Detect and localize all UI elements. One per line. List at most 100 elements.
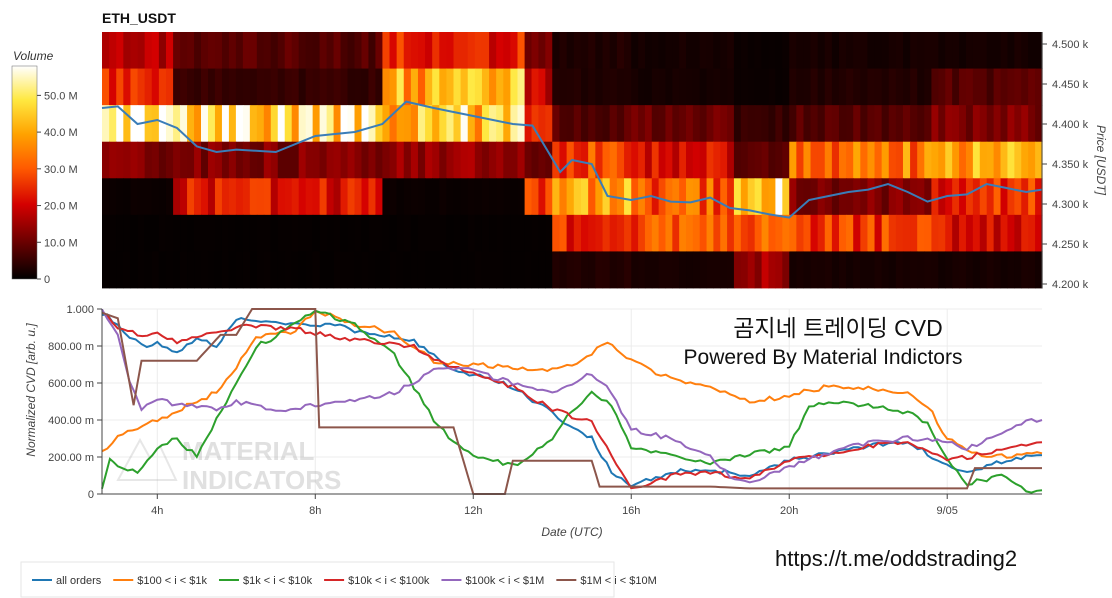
heatmap-cell bbox=[552, 214, 561, 252]
heatmap-cell bbox=[410, 178, 419, 216]
heatmap-cell bbox=[510, 32, 519, 69]
heatmap-cell bbox=[895, 68, 904, 106]
heatmap-cell bbox=[699, 68, 708, 106]
heatmap-cell bbox=[952, 105, 960, 143]
heatmap-cell bbox=[194, 105, 202, 143]
heatmap-cell bbox=[277, 214, 286, 252]
heatmap-cell bbox=[658, 105, 667, 143]
heatmap-cell bbox=[895, 251, 904, 289]
heatmap-cell bbox=[165, 105, 174, 143]
heatmap-cell bbox=[432, 32, 440, 69]
heatmap-cell bbox=[609, 32, 618, 69]
heatmap-cell bbox=[517, 141, 526, 179]
heatmap-cell bbox=[207, 68, 216, 106]
heatmap-cell bbox=[747, 68, 756, 106]
heatmap-cell bbox=[389, 105, 398, 143]
heatmap-cell bbox=[298, 68, 307, 106]
heatmap-cell bbox=[319, 105, 328, 143]
heatmap-cell bbox=[874, 251, 883, 289]
heatmap-cell bbox=[109, 32, 117, 69]
heatmap-cell bbox=[291, 68, 300, 106]
heatmap-cell bbox=[727, 68, 735, 106]
heatmap-cell bbox=[340, 141, 349, 179]
heatmap-cell bbox=[573, 105, 582, 143]
heatmap-cell bbox=[467, 32, 476, 69]
heatmap-cell bbox=[658, 178, 667, 216]
heatmap-cell bbox=[638, 141, 646, 179]
heatmap-cell bbox=[638, 251, 646, 289]
heatmap-cell bbox=[453, 214, 462, 252]
heatmap-cell bbox=[298, 178, 307, 216]
heatmap-cell bbox=[368, 251, 377, 289]
heatmap-cell bbox=[993, 214, 1002, 252]
heatmap-cell bbox=[651, 68, 660, 106]
heatmap-cell bbox=[446, 178, 455, 216]
heatmap-cell bbox=[595, 178, 604, 216]
heatmap-cell bbox=[651, 214, 660, 252]
heatmap-cell bbox=[305, 68, 314, 106]
heatmap-cell bbox=[180, 178, 188, 216]
heatmap-cell bbox=[173, 178, 181, 216]
heatmap-cell bbox=[284, 178, 293, 216]
heatmap-cell bbox=[319, 32, 328, 69]
heatmap-cell bbox=[165, 251, 174, 289]
heatmap-cell bbox=[768, 178, 776, 216]
heatmap-cell bbox=[580, 251, 589, 289]
heatmap-cell bbox=[768, 68, 776, 106]
heatmap-cell bbox=[228, 214, 237, 252]
cvd-y-tick-label: 1.000 bbox=[66, 304, 94, 316]
heatmap-cell bbox=[831, 141, 840, 179]
heatmap-cell bbox=[867, 141, 876, 179]
heatmap-cell bbox=[559, 214, 568, 252]
heatmap-cell bbox=[740, 251, 749, 289]
colorbar-tick-label: 40.0 M bbox=[44, 127, 78, 139]
heatmap-cell bbox=[453, 105, 462, 143]
heatmap-cell bbox=[638, 105, 646, 143]
heatmap-cell bbox=[158, 105, 167, 143]
heatmap-cell bbox=[789, 68, 797, 106]
heatmap-cell bbox=[130, 32, 139, 69]
heatmap-cell bbox=[396, 251, 405, 289]
cvd-x-axis-label: Date (UTC) bbox=[541, 525, 602, 539]
heatmap-cell bbox=[902, 105, 911, 143]
heatmap-cell bbox=[354, 251, 363, 289]
heatmap-cell bbox=[432, 251, 440, 289]
heatmap-cell bbox=[853, 214, 861, 252]
heatmap-cell bbox=[846, 214, 854, 252]
heatmap-cell bbox=[403, 105, 412, 143]
heatmap-cell bbox=[221, 105, 230, 143]
heatmap-cell bbox=[545, 251, 553, 289]
cvd-series bbox=[101, 308, 1043, 495]
heatmap-cell bbox=[720, 32, 728, 69]
heatmap-cell bbox=[775, 251, 783, 289]
heatmap-cell bbox=[945, 105, 953, 143]
heatmap-cell bbox=[1007, 141, 1015, 179]
heatmap-cell bbox=[789, 251, 797, 289]
heatmap-cell bbox=[888, 68, 897, 106]
heatmap-cell bbox=[796, 141, 805, 179]
heatmap-cell bbox=[874, 68, 883, 106]
heatmap-cell bbox=[706, 251, 714, 289]
heatmap-cell bbox=[631, 105, 639, 143]
telegram-url: https://t.me/oddstrading2 bbox=[775, 546, 1017, 571]
heatmap-cell bbox=[446, 141, 455, 179]
heatmap-cell bbox=[263, 141, 272, 179]
heatmap-cell bbox=[347, 68, 356, 106]
heatmap-cell bbox=[720, 214, 728, 252]
heatmap-cell bbox=[846, 105, 854, 143]
heatmap-cell bbox=[720, 68, 728, 106]
heatmap-cell bbox=[151, 32, 160, 69]
heatmap-cell bbox=[846, 251, 854, 289]
heatmap-cell bbox=[796, 251, 805, 289]
heatmap-cell bbox=[158, 214, 167, 252]
heatmap-cell bbox=[986, 214, 995, 252]
heatmap-cell bbox=[789, 141, 797, 179]
heatmap-cell bbox=[1000, 178, 1009, 216]
heatmap-cell bbox=[284, 251, 293, 289]
heatmap-cell bbox=[489, 178, 497, 216]
heatmap-cell bbox=[580, 141, 589, 179]
heatmap-cell bbox=[931, 68, 939, 106]
heatmap-cell bbox=[137, 178, 146, 216]
heatmap-cell bbox=[665, 105, 673, 143]
heatmap-cell bbox=[740, 32, 749, 69]
